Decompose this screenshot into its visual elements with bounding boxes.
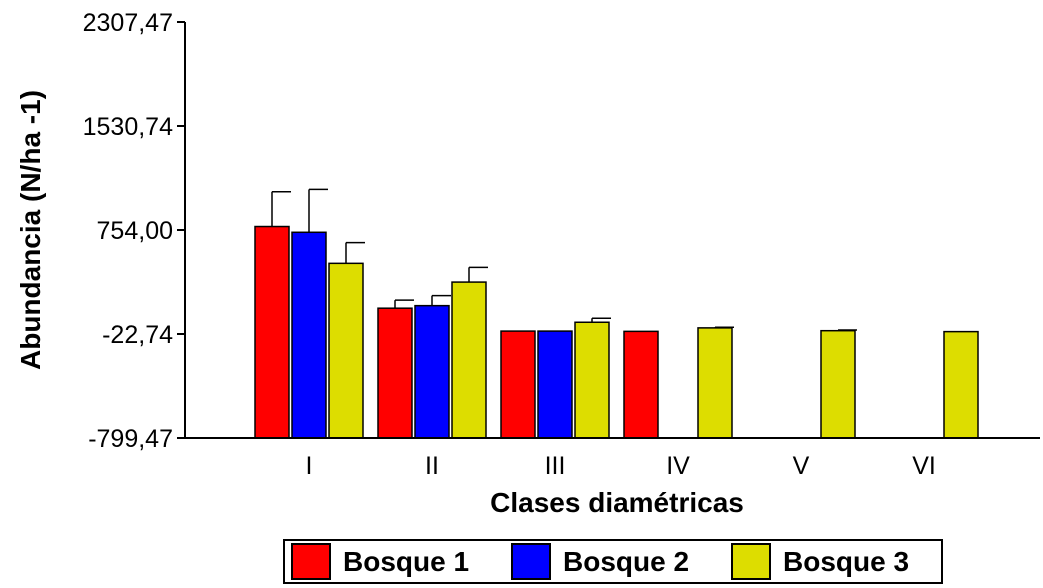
x-tick-label: I <box>306 452 313 480</box>
y-tick-label: 754,00 <box>97 217 173 245</box>
bar <box>414 304 450 439</box>
y-tick-label: -799,47 <box>88 425 173 453</box>
y-tick-label: 2307,47 <box>83 9 173 37</box>
bar-chart: Abundancia (N/ha -1) Clases diamétricas … <box>15 9 1040 518</box>
legend-item-bosque-3: Bosque 3 <box>731 541 909 582</box>
bar <box>623 330 659 439</box>
legend-label-bosque-2: Bosque 2 <box>563 545 690 577</box>
bar <box>697 327 733 439</box>
x-tick-label: III <box>545 452 566 480</box>
x-tick-label: V <box>793 452 810 480</box>
legend-swatch-bosque-2 <box>511 543 551 580</box>
x-axis-title: Clases diamétricas <box>490 487 744 518</box>
y-tick-label: 1530,74 <box>83 113 173 141</box>
bar <box>328 262 364 439</box>
bar <box>377 307 413 439</box>
bar <box>291 231 327 439</box>
bar <box>254 225 290 439</box>
legend-swatch-bosque-1 <box>291 543 331 580</box>
legend-label-bosque-3: Bosque 3 <box>783 545 910 577</box>
bar <box>820 329 856 439</box>
x-tick-label: II <box>425 452 439 480</box>
bar <box>451 281 487 439</box>
bar <box>943 330 979 439</box>
bar <box>574 321 610 439</box>
legend: Bosque 1 Bosque 2 Bosque 3 <box>283 539 943 584</box>
legend-item-bosque-2: Bosque 2 <box>511 541 689 582</box>
legend-swatch-bosque-3 <box>731 543 771 580</box>
x-tick-label: IV <box>666 452 690 480</box>
y-axis-title: Abundancia (N/ha -1) <box>15 90 46 370</box>
legend-item-bosque-1: Bosque 1 <box>291 541 469 582</box>
x-tick-label: VI <box>912 452 936 480</box>
bar <box>537 330 573 439</box>
bar <box>500 330 536 439</box>
legend-label-bosque-1: Bosque 1 <box>343 545 470 577</box>
y-axis-title-group: Abundancia (N/ha -1) <box>15 90 46 370</box>
y-tick-label: -22,74 <box>102 321 173 349</box>
